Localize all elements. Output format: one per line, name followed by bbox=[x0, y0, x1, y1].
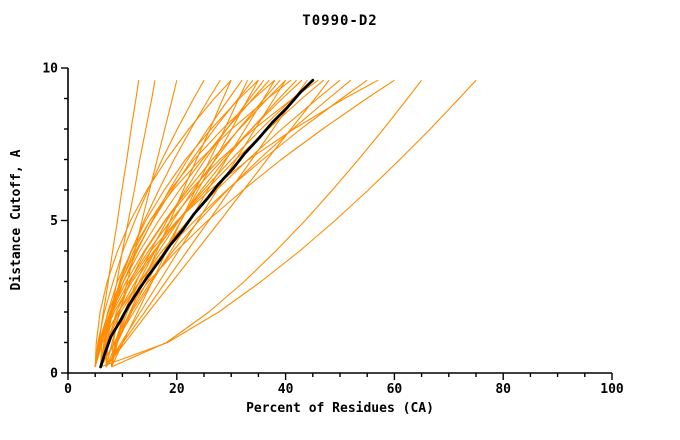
svg-text:10: 10 bbox=[42, 62, 58, 77]
svg-text:60: 60 bbox=[387, 382, 403, 397]
y-axis-label: Distance Cutoff, A bbox=[9, 149, 24, 291]
svg-text:0: 0 bbox=[64, 382, 72, 397]
svg-text:0: 0 bbox=[50, 367, 58, 382]
svg-text:100: 100 bbox=[600, 382, 624, 397]
svg-text:40: 40 bbox=[278, 382, 294, 397]
svg-text:80: 80 bbox=[495, 382, 511, 397]
svg-text:5: 5 bbox=[50, 214, 58, 229]
chart-title: T0990-D2 bbox=[302, 13, 378, 29]
svg-text:20: 20 bbox=[169, 382, 185, 397]
x-axis-label: Percent of Residues (CA) bbox=[246, 401, 434, 416]
